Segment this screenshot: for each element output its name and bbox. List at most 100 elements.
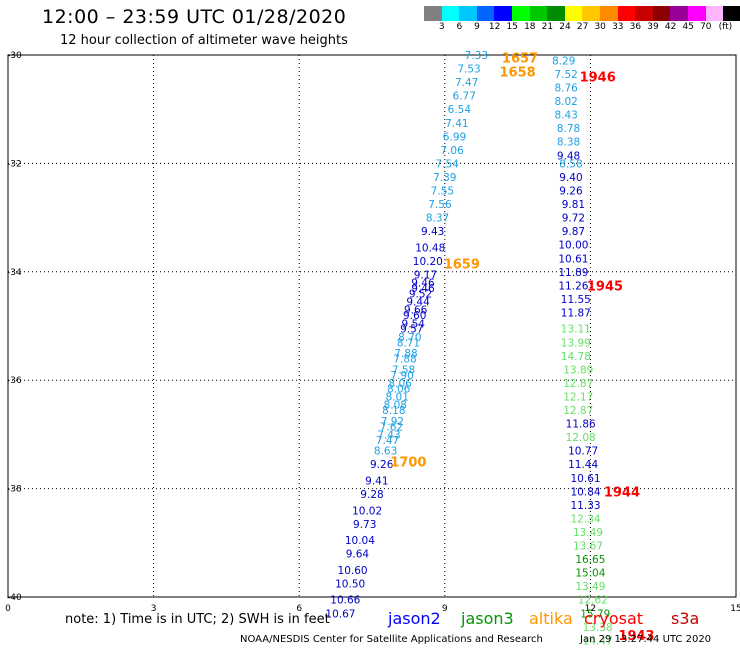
swh-data-point: 15.04 [575, 568, 605, 580]
swh-data-point: 13.49 [575, 581, 605, 593]
swh-data-point: 8.01 [386, 391, 409, 403]
swh-data-point: 7.92 [381, 416, 404, 428]
swh-data-point: 11.89 [558, 267, 588, 279]
pass-time-label: 1945 [587, 279, 623, 294]
swh-data-point: 8.18 [382, 405, 405, 417]
swh-data-point: 10.61 [558, 253, 588, 265]
swh-data-point: 7.55 [431, 186, 454, 198]
color-legend-labels: 3 6 9 12 15 18 21 24 27 30 33 36 39 42 45 70 (ft) [424, 22, 736, 34]
swh-data-point: 11.26 [558, 280, 588, 292]
swh-data-point: 8.71 [397, 337, 420, 349]
swh-data-point: 7.39 [433, 172, 456, 184]
swh-data-point: 13.89 [563, 364, 593, 376]
legend-label: 24 [559, 22, 571, 32]
swh-data-point: 6.99 [443, 131, 466, 143]
swh-data-point: 12.08 [566, 432, 596, 444]
legend-label: 15 [506, 22, 518, 32]
y-axis-ticks: -30 -32 -34 -36 -38 -40 [7, 51, 22, 603]
swh-data-point: 7.58 [392, 364, 415, 376]
swh-data-point: 11.87 [561, 307, 591, 319]
legend-swatch [652, 6, 671, 21]
x-tick-label: 0 [5, 604, 11, 614]
swh-data-point: 8.38 [557, 137, 580, 149]
swh-data-point: 15.79 [580, 608, 610, 620]
footer-timestamp: Jan 29 13:27:44 UTC 2020 [580, 634, 712, 645]
pass-time-label: 1659 [444, 258, 480, 273]
page-subtitle: 12 hour collection of altimeter wave hei… [60, 33, 348, 48]
x-tick-label: 9 [442, 604, 448, 614]
legend-swatch [547, 6, 565, 21]
swh-data-point: 7.52 [554, 69, 577, 81]
swh-data-point: 7.33 [465, 50, 488, 62]
swh-data-point: 11.44 [568, 459, 598, 471]
swh-data-point: 7.88 [394, 348, 417, 360]
legend-label: 42 [664, 22, 677, 32]
swh-data-point: 8.29 [552, 55, 575, 67]
plot-frame [7, 54, 737, 598]
legend-swatch [529, 6, 548, 21]
legend-swatch [476, 6, 495, 21]
legend-swatch [599, 6, 618, 21]
y-tick-label: -36 [7, 376, 22, 386]
swh-data-point: 12.34 [571, 513, 601, 525]
legend-label: 6 [456, 22, 463, 32]
swh-data-point: 7.90 [390, 370, 413, 382]
swh-data-point: 9.40 [559, 172, 582, 184]
data-points: 7.337.537.476.776.547.416.997.067.547.39… [325, 50, 612, 647]
swh-data-point: 7.53 [457, 64, 480, 76]
swh-data-point: 8.58 [559, 158, 582, 170]
swh-data-point: 9.64 [346, 549, 370, 561]
legend-swatch [424, 6, 442, 21]
swh-data-point: 9.41 [365, 475, 388, 487]
swh-data-point: 8.02 [554, 96, 577, 108]
x-tick-label: 3 [151, 604, 157, 614]
x-tick-label: 6 [296, 604, 302, 614]
legend-label: 27 [576, 22, 589, 32]
legend-label: 21 [541, 22, 554, 32]
swh-data-point: 8.76 [554, 83, 578, 95]
swh-data-point: 10.60 [338, 565, 368, 577]
swh-data-point: 9.54 [402, 318, 426, 330]
swh-data-point: 7.47 [455, 77, 478, 89]
swh-data-point: 9.66 [404, 305, 428, 317]
swh-data-point: 14.47 [583, 635, 613, 647]
pass-time-label: 1658 [500, 65, 536, 80]
swh-data-point: 13.11 [561, 324, 591, 336]
legend-label: (ft) [718, 22, 733, 32]
y-tick-label: -32 [7, 159, 22, 169]
legend-label: 45 [682, 22, 694, 32]
pass-time-label: 1657 [502, 52, 538, 67]
color-legend-bar [424, 6, 740, 21]
swh-data-point: 10.77 [568, 446, 598, 458]
legend-label: 36 [629, 22, 642, 32]
swh-data-point: 10.02 [352, 505, 382, 517]
y-tick-label: -34 [7, 268, 22, 278]
swh-data-point: 8.06 [388, 378, 412, 390]
page-title: 12:00 – 23:59 UTC 01/28/2020 [42, 6, 347, 28]
swh-data-point: 9.17 [414, 270, 437, 282]
swh-data-point: 9.57 [400, 324, 423, 336]
mission-label-jason2: jason2 [388, 609, 441, 628]
legend-swatch [723, 6, 740, 21]
legend-label: 3 [438, 22, 445, 32]
legend-swatch [582, 6, 600, 21]
legend-swatch [511, 6, 530, 21]
swh-data-point: 7.43 [377, 429, 400, 441]
swh-data-point: 9.46 [411, 283, 435, 295]
swh-data-point: 7.47 [376, 435, 399, 447]
swh-data-point: 7.06 [440, 145, 464, 157]
swh-data-point: 11.55 [561, 294, 591, 306]
swh-data-point: 7.62 [380, 421, 403, 433]
swh-data-point: 13.99 [561, 337, 591, 349]
swh-data-point: 7.56 [428, 199, 452, 211]
mission-label-altika: altika [529, 609, 573, 628]
swh-data-point: 8.63 [374, 446, 397, 458]
swh-data-point: 12.87 [563, 378, 593, 390]
swh-data-point: 9.72 [562, 213, 585, 225]
swh-data-point: 10.48 [415, 242, 445, 254]
legend-swatch [459, 6, 477, 21]
legend-label: 33 [612, 22, 624, 32]
swh-data-point: 7.41 [445, 118, 468, 130]
